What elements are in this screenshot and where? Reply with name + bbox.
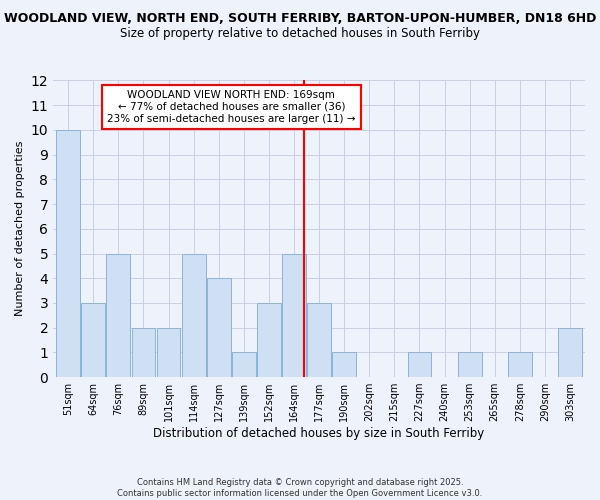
Text: Contains HM Land Registry data © Crown copyright and database right 2025.
Contai: Contains HM Land Registry data © Crown c… [118, 478, 482, 498]
Bar [257, 303, 281, 377]
Bar [508, 352, 532, 377]
Bar [558, 328, 582, 377]
Bar [82, 303, 105, 377]
Bar [407, 352, 431, 377]
Bar [232, 352, 256, 377]
Bar [131, 328, 155, 377]
Bar [106, 254, 130, 377]
Bar [332, 352, 356, 377]
Bar [157, 328, 181, 377]
Bar [282, 254, 306, 377]
Bar [458, 352, 482, 377]
Text: Size of property relative to detached houses in South Ferriby: Size of property relative to detached ho… [120, 28, 480, 40]
Text: WOODLAND VIEW NORTH END: 169sqm
← 77% of detached houses are smaller (36)
23% of: WOODLAND VIEW NORTH END: 169sqm ← 77% of… [107, 90, 356, 124]
Bar [307, 303, 331, 377]
X-axis label: Distribution of detached houses by size in South Ferriby: Distribution of detached houses by size … [154, 427, 485, 440]
Bar [207, 278, 230, 377]
Y-axis label: Number of detached properties: Number of detached properties [15, 141, 25, 316]
Bar [56, 130, 80, 377]
Text: WOODLAND VIEW, NORTH END, SOUTH FERRIBY, BARTON-UPON-HUMBER, DN18 6HD: WOODLAND VIEW, NORTH END, SOUTH FERRIBY,… [4, 12, 596, 26]
Bar [182, 254, 206, 377]
